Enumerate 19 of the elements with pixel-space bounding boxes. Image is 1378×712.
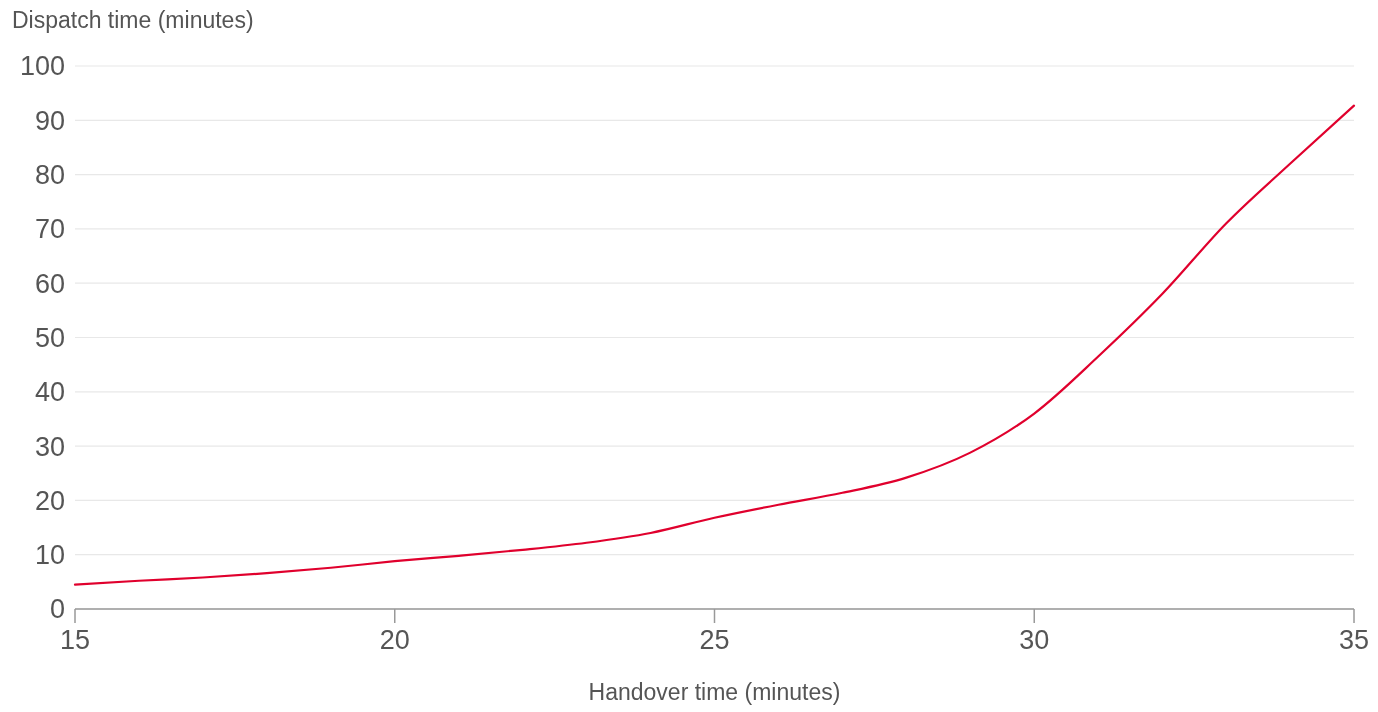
- y-tick-label: 10: [34, 540, 65, 571]
- x-tick-label: 20: [379, 625, 410, 655]
- x-tick-label: 15: [59, 625, 91, 655]
- y-tick-label: 40: [34, 377, 65, 408]
- y-tick-label: 70: [34, 214, 65, 245]
- x-tick-label: 30: [1019, 625, 1050, 655]
- y-axis-title: Dispatch time (minutes): [12, 7, 254, 33]
- x-tick-label: 35: [1338, 625, 1370, 655]
- y-tick-label: 90: [34, 105, 65, 136]
- y-tick-label: 0: [49, 594, 65, 625]
- y-tick-label: 100: [19, 51, 65, 82]
- x-tick-label: 25: [699, 625, 730, 655]
- y-tick-label: 50: [34, 322, 65, 353]
- y-tick-label: 20: [34, 485, 65, 516]
- line-series: [73, 104, 1356, 586]
- y-tick-label: 60: [34, 268, 65, 299]
- y-tick-label: 80: [34, 160, 65, 191]
- x-axis-title: Handover time (minutes): [588, 679, 841, 705]
- y-tick-label: 30: [34, 431, 65, 462]
